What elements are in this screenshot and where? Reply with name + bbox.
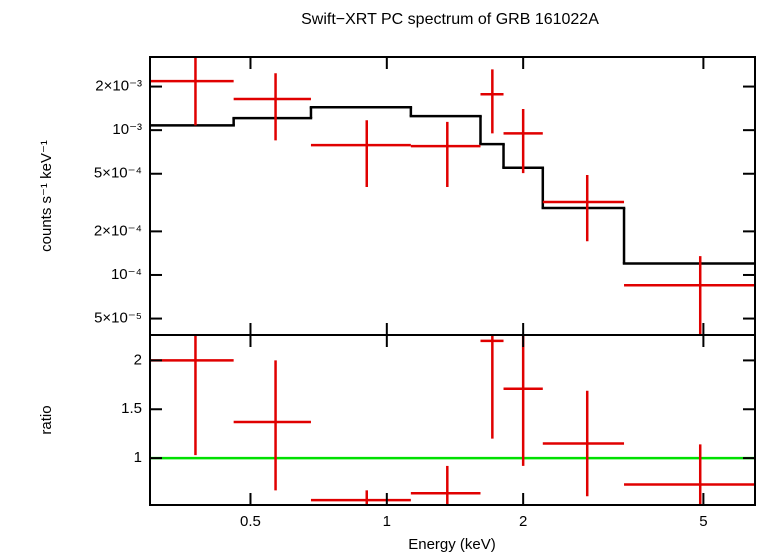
plot-area: [150, 57, 755, 335]
chart-title: Swift−XRT PC spectrum of GRB 161022A: [301, 11, 599, 28]
y-tick-label: 2×10⁻³: [95, 78, 142, 95]
y-axis-label: counts s⁻¹ keV⁻¹: [38, 140, 55, 252]
panel-frame: [149, 334, 756, 506]
x-tick-label: 0.5: [240, 513, 261, 530]
x-tick-label: 2: [519, 513, 527, 530]
y-tick-label: 1.5: [121, 400, 142, 417]
y-axis-label: ratio: [38, 405, 55, 434]
y-tick-label: 10⁻⁴: [111, 266, 142, 283]
x-tick-label: 1: [383, 513, 391, 530]
x-axis-label: Energy (keV): [408, 536, 496, 553]
y-tick-label: 2: [134, 351, 142, 368]
y-tick-label: 5×10⁻⁴: [94, 165, 142, 182]
y-tick-label: 10⁻³: [112, 121, 142, 138]
y-tick-label: 5×10⁻⁵: [94, 310, 142, 327]
y-tick-label: 2×10⁻⁴: [94, 222, 142, 239]
y-tick-label: 1: [134, 449, 142, 466]
x-tick-label: 5: [699, 513, 707, 530]
plot-area: [150, 335, 755, 505]
